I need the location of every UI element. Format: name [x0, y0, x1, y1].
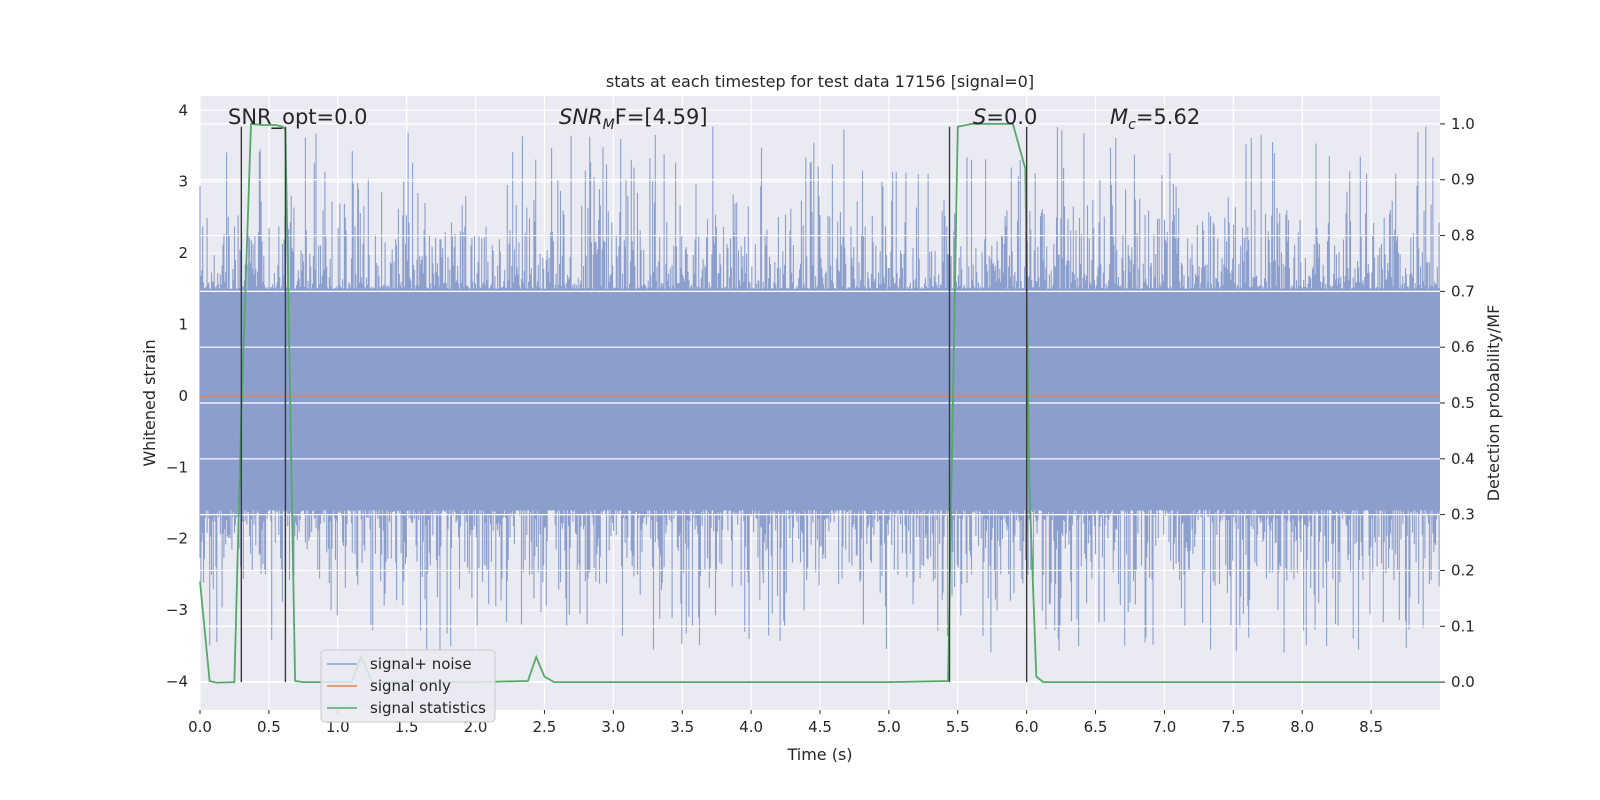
y-right-tick-label: 0.8	[1451, 227, 1475, 245]
y-left-tick-label: −4	[166, 672, 188, 690]
legend-label-signal-only: signal only	[370, 677, 451, 695]
x-tick-label: 0.5	[257, 718, 281, 736]
annotation-chirp-mass: Mc=5.62	[1110, 105, 1200, 133]
x-tick-label: 5.5	[946, 718, 970, 736]
x-tick-label: 7.0	[1153, 718, 1177, 736]
annotation-snr-mf: SNRMF=[4.59]	[559, 105, 708, 133]
x-tick-label: 0.0	[188, 718, 212, 736]
legend-label-signal-statistics: signal statistics	[370, 699, 486, 717]
ticks: 0.0 0.5 1.0 1.5 2.0 2.5 3.0 3.5 4.0 4.5 5.0 5.5 6.0 6…	[166, 101, 1475, 736]
y-left-tick-label: 1	[178, 315, 188, 333]
y-right-tick-label: 0.7	[1451, 282, 1475, 300]
y-right-tick-label: 0.6	[1451, 338, 1475, 356]
y-right-tick-label: 0.3	[1451, 506, 1475, 524]
annotation-mc-sub: c	[1128, 117, 1136, 133]
annotation-snr-mf-main: SNR	[559, 105, 603, 129]
noise-band	[199, 123, 1440, 683]
x-tick-label: 4.5	[808, 718, 832, 736]
annotation-mc-main: M	[1110, 105, 1128, 129]
x-tick-label: 7.5	[1221, 718, 1245, 736]
x-tick-label: 2.5	[533, 718, 557, 736]
annotation-snr-mf-sub: M	[603, 117, 615, 133]
y-left-tick-label: 0	[178, 387, 188, 405]
annotation-s-main: S	[973, 105, 986, 129]
x-tick-label: 8.0	[1290, 718, 1314, 736]
y-left-tick-label: −1	[166, 458, 188, 476]
y-right-tick-label: 0.1	[1451, 617, 1475, 635]
legend-label-signal-noise: signal+ noise	[370, 655, 472, 673]
y-right-tick-label: 0.4	[1451, 450, 1475, 468]
x-axis-label: Time (s)	[786, 745, 852, 764]
y-left-tick-label: 3	[178, 173, 188, 191]
y-right-tick-label: 0.5	[1451, 394, 1475, 412]
y-right-tick-label: 0.0	[1451, 673, 1475, 691]
annotation-snr-mf-rest: F=[4.59]	[615, 105, 708, 129]
annotation-s-value: S=0.0	[973, 105, 1037, 129]
y-left-tick-label: 4	[178, 101, 188, 119]
x-tick-label: 6.5	[1084, 718, 1108, 736]
x-tick-label: 8.5	[1359, 718, 1383, 736]
annotation-snr-opt: SNR_opt=0.0	[228, 105, 368, 130]
x-tick-label: 3.0	[601, 718, 625, 736]
y-left-tick-label: 2	[178, 244, 188, 262]
x-tick-label: 3.5	[670, 718, 694, 736]
chart-title: stats at each timestep for test data 171…	[606, 72, 1034, 91]
x-tick-label: 6.0	[1015, 718, 1039, 736]
series-lines	[199, 122, 1440, 684]
y-right-tick-label: 0.9	[1451, 171, 1475, 189]
series-signal-statistics	[199, 122, 1440, 684]
x-tick-label: 5.0	[877, 718, 901, 736]
annotation-s-rest: =0.0	[986, 105, 1037, 129]
y-left-tick-label: −3	[166, 601, 188, 619]
annotation-mc-rest: =5.62	[1136, 105, 1200, 129]
y-right-tick-label: 0.2	[1451, 561, 1475, 579]
y-right-tick-label: 1.0	[1451, 115, 1475, 133]
marker-lines	[240, 126, 1028, 683]
y-axis-label-left: Whitened strain	[140, 339, 159, 466]
x-tick-label: 4.0	[739, 718, 763, 736]
y-axis-label-right: Detection probability/MF	[1484, 305, 1503, 502]
y-left-tick-label: −2	[166, 530, 188, 548]
legend: signal+ noise signal only signal statist…	[320, 649, 496, 723]
legend-box	[320, 649, 496, 723]
